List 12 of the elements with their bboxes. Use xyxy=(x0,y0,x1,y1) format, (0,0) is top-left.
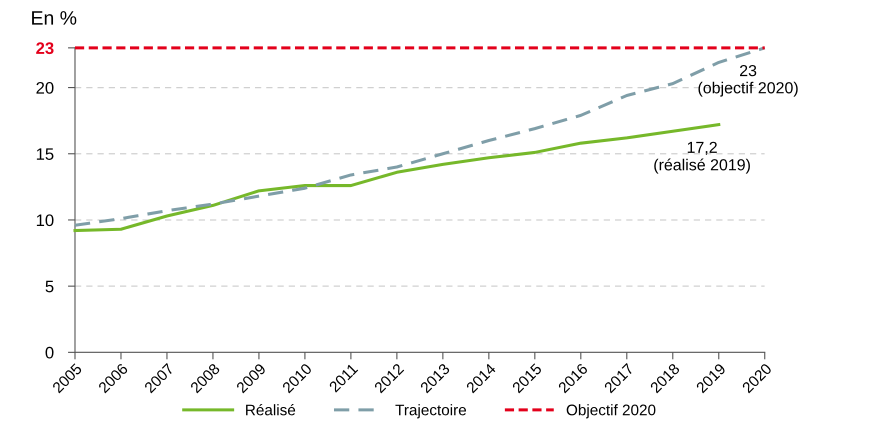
y-axis-title: En % xyxy=(32,11,76,25)
y-tick-label: 23 xyxy=(36,42,54,54)
legend-label: Réalisé xyxy=(246,404,296,416)
annotation: 17,2 (réalisé 2019) xyxy=(654,142,750,174)
y-tick-label: 10 xyxy=(36,214,54,226)
legend-label: Objectif 2020 xyxy=(566,404,656,418)
legend-label: Trajectoire xyxy=(395,404,466,418)
y-tick-label: 15 xyxy=(36,148,54,160)
y-tick-label: 0 xyxy=(46,346,54,359)
y-tick-label: 5 xyxy=(46,280,54,292)
annotation: 23 (objectif 2020) xyxy=(698,64,798,97)
y-tick-label: 20 xyxy=(36,82,54,94)
